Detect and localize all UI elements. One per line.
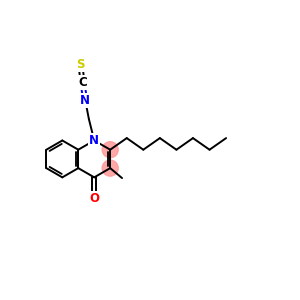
Text: O: O: [89, 192, 99, 205]
Text: N: N: [80, 94, 90, 107]
Text: S: S: [76, 58, 85, 71]
Text: C: C: [78, 76, 87, 89]
Circle shape: [102, 142, 118, 158]
Text: N: N: [89, 134, 99, 147]
Circle shape: [102, 160, 118, 176]
